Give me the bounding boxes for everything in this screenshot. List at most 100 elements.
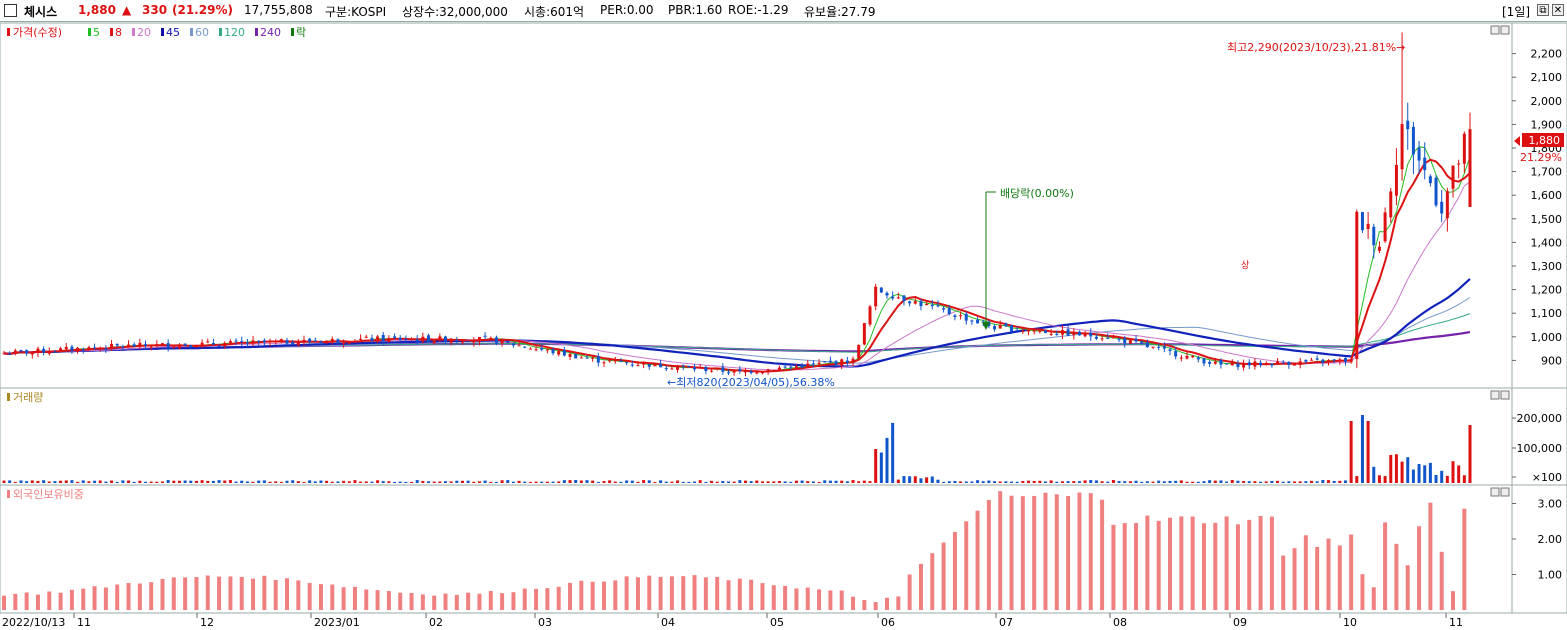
foreign-ratio-bar — [183, 577, 188, 610]
price-candle — [183, 343, 187, 346]
price-candle — [834, 361, 838, 365]
volume-bar — [251, 481, 255, 483]
volume-bar — [953, 480, 957, 483]
volume-bar — [676, 480, 680, 483]
volume-bar — [172, 480, 176, 483]
foreign-ratio-bar — [1009, 495, 1014, 610]
volume-bar — [936, 479, 940, 483]
volume-bar — [993, 481, 997, 483]
volume-bar — [1021, 481, 1025, 483]
price-candle — [1213, 361, 1217, 364]
price-candle — [132, 344, 136, 347]
volume-bar — [823, 480, 827, 483]
up-arrow-icon: ▲ — [122, 3, 132, 17]
price-candle — [285, 340, 289, 344]
price-candle — [42, 348, 46, 353]
volume-bar — [794, 480, 798, 483]
volume-bar — [285, 480, 289, 483]
close-button[interactable]: ✕ — [1552, 4, 1564, 16]
volume-bar — [1174, 480, 1178, 483]
pane-close-button[interactable] — [1500, 25, 1510, 35]
volume-bar — [625, 480, 629, 483]
foreign-ratio-bar — [205, 575, 210, 610]
foreign-ratio-bar — [318, 584, 323, 610]
volume-bar — [217, 480, 221, 483]
price-candle — [619, 360, 623, 362]
volume-bar — [551, 481, 555, 483]
foreign-ratio-bar — [1054, 494, 1059, 610]
legend-ma-label: 락 — [296, 26, 306, 39]
foreign-ratio-bar — [92, 586, 97, 610]
foreign-ratio-bar — [556, 586, 561, 610]
volume-bar — [115, 481, 119, 483]
price-candle — [862, 323, 866, 345]
price-candle — [1208, 361, 1212, 364]
price-candle — [811, 363, 815, 365]
volume-axis — [1511, 387, 1567, 486]
pane-minimize-button[interactable] — [1490, 25, 1500, 35]
legend-foreign-label: 외국인보유비중 — [13, 488, 84, 501]
foreign-ratio-bar — [251, 578, 256, 610]
price-candle — [387, 337, 391, 342]
volume-bar — [777, 481, 781, 483]
foreign-ratio-bar — [307, 583, 312, 610]
volume-bar — [523, 481, 527, 483]
foreign-ratio-bar — [669, 576, 674, 610]
price-candle — [755, 372, 759, 374]
volume-close-button[interactable] — [1500, 390, 1510, 400]
volume-bar — [670, 481, 674, 483]
volume-bar — [144, 481, 148, 483]
x-tick-label: 03 — [538, 616, 552, 629]
high-label: 최고2,290(2023/10/23),21.81%→ — [1227, 41, 1405, 54]
price-candle — [70, 346, 74, 351]
foreign-ratio-bar — [103, 587, 108, 610]
foreign-ratio-bar — [488, 590, 493, 610]
foreign-ratio-bar — [1349, 534, 1354, 610]
price-candle — [540, 347, 544, 350]
price-candle — [319, 341, 323, 343]
price-candle — [760, 371, 764, 374]
volume-bar — [19, 480, 23, 483]
foreign-minimize-button[interactable] — [1490, 487, 1500, 497]
foreign-ratio-bar — [884, 597, 889, 610]
price-candle — [121, 346, 125, 348]
foreign-ratio-bar — [1371, 587, 1376, 610]
volume-bar — [885, 437, 889, 483]
price-candle — [1440, 201, 1444, 214]
foreign-ratio-bar — [466, 592, 471, 610]
select-checkbox[interactable] — [4, 4, 17, 17]
price-tick-label: 1,900 — [1531, 118, 1563, 131]
volume-bar — [364, 481, 368, 483]
price-candle — [455, 339, 459, 341]
foreign-ratio-bar — [1156, 520, 1161, 610]
volume-bar — [483, 480, 487, 483]
foreign-legend: 외국인보유비중 — [7, 488, 84, 501]
volume-bar — [404, 481, 408, 483]
price-tag-label: 1,880 — [1529, 134, 1561, 147]
foreign-ratio-bar — [1405, 565, 1410, 610]
x-tick-label: 07 — [999, 616, 1013, 629]
volume-minimize-button[interactable] — [1490, 390, 1500, 400]
volume-bar — [330, 481, 334, 483]
restore-button[interactable]: ⧉ — [1537, 4, 1549, 16]
foreign-ratio-bar — [81, 588, 86, 610]
price-candle — [806, 363, 810, 367]
foreign-close-button[interactable] — [1500, 487, 1510, 497]
foreign-ratio-bar — [986, 499, 991, 610]
volume-bar — [132, 481, 136, 483]
volume-bar — [1343, 480, 1347, 483]
price-candle — [630, 364, 634, 366]
price-candle — [1179, 357, 1183, 359]
price-candle — [330, 338, 334, 341]
volume-bar — [1162, 481, 1166, 483]
price-candle — [789, 366, 793, 368]
price-candle — [823, 361, 827, 363]
period-selector[interactable]: [1일] — [1502, 5, 1531, 19]
foreign-ratio-bar — [1190, 516, 1195, 610]
price-candle — [1372, 226, 1376, 246]
foreign-ratio-bar — [1179, 516, 1184, 610]
price-candle — [1128, 340, 1132, 344]
volume-bar — [70, 480, 74, 483]
volume-bar — [1247, 481, 1251, 483]
price-candle — [149, 346, 153, 348]
